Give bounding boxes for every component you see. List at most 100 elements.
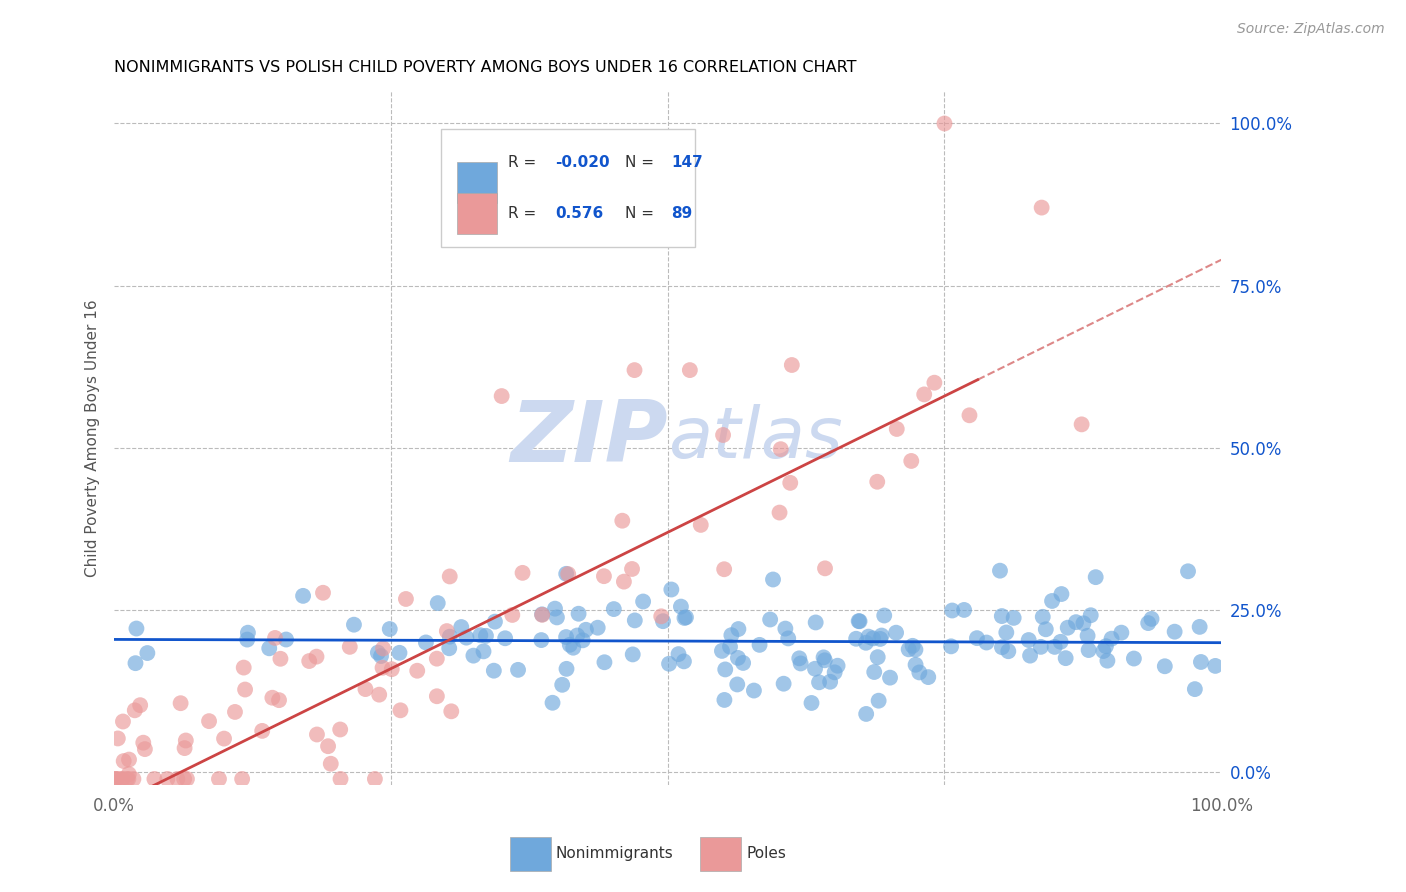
Point [711, 428, 734, 442]
Point [997, 644, 1019, 658]
Point [1077, 629, 1099, 643]
Point [789, 657, 811, 671]
Point [718, 640, 741, 654]
Point [111, 714, 134, 729]
Point [1029, 640, 1052, 654]
Point [475, 629, 498, 643]
Point [1040, 594, 1063, 608]
Point [824, 665, 846, 680]
Point [668, 647, 690, 661]
Point [912, 387, 935, 401]
Point [439, 569, 461, 583]
Text: Source: ZipAtlas.com: Source: ZipAtlas.com [1237, 22, 1385, 37]
Point [1032, 609, 1054, 624]
Point [924, 376, 946, 390]
Point [780, 358, 803, 372]
Point [562, 640, 585, 655]
Point [555, 566, 578, 581]
Point [710, 644, 733, 658]
Point [845, 632, 868, 646]
Point [236, 632, 259, 647]
Point [679, 363, 702, 377]
Point [173, 772, 195, 786]
Point [897, 642, 920, 657]
Point [870, 628, 893, 642]
Point [132, 736, 155, 750]
Point [855, 636, 877, 650]
Point [779, 475, 801, 490]
Point [531, 607, 554, 622]
Point [953, 603, 976, 617]
Point [105, 772, 128, 786]
Text: R =: R = [509, 206, 547, 221]
Point [339, 640, 361, 654]
Point [329, 723, 352, 737]
Point [555, 662, 578, 676]
Point [621, 648, 644, 662]
Point [122, 772, 145, 786]
Point [827, 658, 849, 673]
FancyBboxPatch shape [440, 129, 696, 247]
Point [1097, 654, 1119, 668]
Point [343, 617, 366, 632]
Point [134, 742, 156, 756]
Point [501, 607, 523, 622]
Point [808, 675, 831, 690]
Point [659, 582, 682, 597]
Point [450, 620, 472, 634]
Point [900, 454, 922, 468]
Point [426, 651, 449, 665]
Point [389, 703, 412, 717]
Point [470, 628, 492, 642]
Point [631, 594, 654, 608]
Text: R =: R = [509, 155, 541, 170]
Point [866, 650, 889, 665]
Point [546, 610, 568, 624]
Point [173, 741, 195, 756]
Point [440, 704, 463, 718]
Point [208, 772, 231, 786]
Point [991, 609, 1014, 624]
Point [551, 678, 574, 692]
Point [772, 676, 794, 690]
Point [544, 601, 567, 615]
Point [775, 622, 797, 636]
Point [1095, 639, 1118, 653]
Point [557, 567, 579, 582]
Point [848, 614, 870, 628]
Point [567, 628, 589, 642]
Point [233, 682, 256, 697]
Point [804, 662, 827, 676]
Point [1073, 616, 1095, 631]
Point [395, 592, 418, 607]
Point [612, 514, 634, 528]
Point [367, 646, 389, 660]
Point [111, 772, 134, 786]
Point [472, 644, 495, 658]
Point [482, 664, 505, 678]
Point [1043, 640, 1066, 654]
Point [305, 727, 328, 741]
Point [855, 706, 877, 721]
Point [800, 696, 823, 710]
Point [1140, 612, 1163, 626]
Point [305, 649, 328, 664]
Point [267, 693, 290, 707]
Text: 0.576: 0.576 [555, 206, 603, 221]
Point [879, 671, 901, 685]
Point [319, 756, 342, 771]
Point [768, 506, 790, 520]
Point [623, 363, 645, 377]
Point [908, 665, 931, 680]
Point [901, 639, 924, 653]
Point [869, 632, 891, 646]
Point [727, 622, 749, 636]
Point [568, 607, 591, 621]
Y-axis label: Child Poverty Among Boys Under 16: Child Poverty Among Boys Under 16 [86, 300, 100, 577]
Point [378, 622, 401, 636]
Point [1092, 644, 1115, 658]
Point [257, 641, 280, 656]
Point [1084, 570, 1107, 584]
Point [672, 654, 695, 668]
Point [603, 602, 626, 616]
